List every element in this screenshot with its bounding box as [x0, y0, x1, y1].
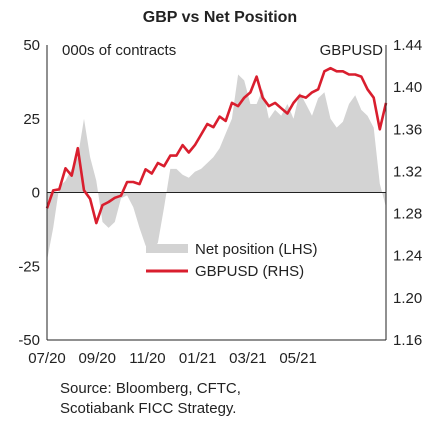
legend-label-net-position: Net position (LHS): [195, 241, 318, 258]
tick-labels: 50 25 0 -25 -50 1.44 1.40 1.36 1.32 1.28 1.24 1.20 1…: [18, 37, 422, 367]
legend-area-swatch: [146, 244, 188, 253]
x-tick-label: 03/21: [229, 350, 267, 367]
left-tick-label: -50: [18, 332, 40, 349]
chart-title: GBP vs Net Position: [143, 9, 297, 26]
right-axis-label: GBPUSD: [320, 42, 384, 59]
left-tick-label: 25: [23, 111, 40, 128]
right-tick-label: 1.16: [393, 332, 422, 349]
right-tick-label: 1.32: [393, 163, 422, 180]
left-tick-label: 0: [32, 185, 40, 202]
x-tick-label: 05/21: [279, 350, 317, 367]
left-tick-label: 50: [23, 37, 40, 54]
right-tick-label: 1.44: [393, 37, 422, 54]
x-tick-label: 07/20: [28, 350, 66, 367]
source-line-2: Scotiabank FICC Strategy.: [60, 399, 241, 419]
legend-label-gbpusd: GBPUSD (RHS): [195, 263, 304, 280]
right-tick-label: 1.40: [393, 79, 422, 96]
x-tick-label: 01/21: [179, 350, 217, 367]
right-tick-label: 1.24: [393, 248, 422, 265]
right-tick-label: 1.28: [393, 206, 422, 223]
right-tick-label: 1.36: [393, 121, 422, 138]
left-tick-label: -25: [18, 258, 40, 275]
source-line-1: Source: Bloomberg, CFTC,: [60, 379, 241, 399]
source-note: Source: Bloomberg, CFTC, Scotiabank FICC…: [60, 379, 241, 419]
x-tick-label: 09/20: [78, 350, 116, 367]
net-position-area-layer: [47, 75, 386, 261]
right-tick-label: 1.20: [393, 290, 422, 307]
net-position-area: [47, 75, 386, 261]
left-axis-label: 000s of contracts: [62, 42, 176, 59]
chart: GBP vs Net Position 50 25 0 -25 -50 1.44 1.40 1…: [0, 0, 440, 378]
x-tick-label: 11/20: [129, 350, 165, 367]
legend: Net position (LHS) GBPUSD (RHS): [146, 241, 318, 280]
